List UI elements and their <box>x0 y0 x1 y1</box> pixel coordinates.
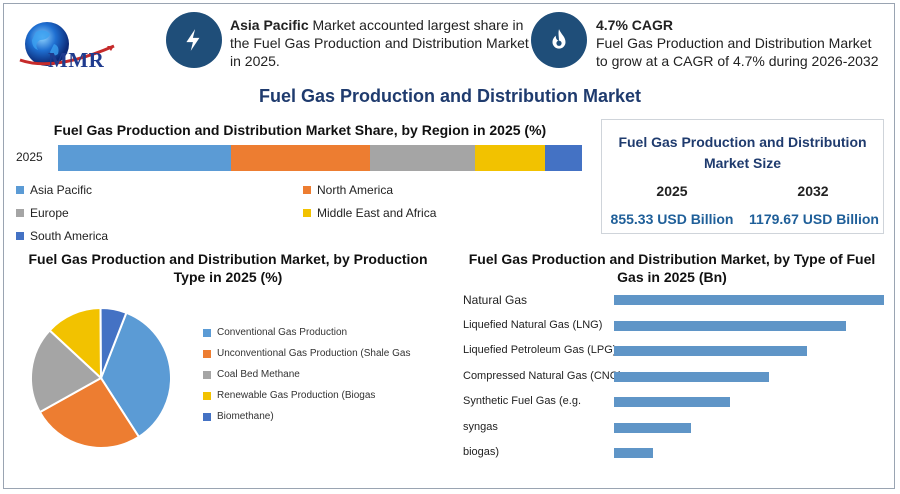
bar <box>614 346 807 356</box>
legend-label: Renewable Gas Production (Biogas <box>217 390 376 401</box>
region-year-label: 2025 <box>16 150 43 164</box>
region-segment <box>230 145 370 171</box>
legend-item: Conventional Gas Production <box>203 327 347 338</box>
legend-item: Europe <box>16 206 69 220</box>
production-type-chart-title: Fuel Gas Production and Distribution Mar… <box>28 251 428 285</box>
highlight-icon-circle <box>531 12 587 68</box>
region-segment <box>474 145 546 171</box>
legend-swatch <box>203 412 211 421</box>
legend-label: Unconventional Gas Production (Shale Gas <box>217 348 411 359</box>
pie-slice <box>30 328 103 414</box>
legend-item: Biomethane) <box>203 411 274 422</box>
legend-item: Middle East and Africa <box>303 206 436 220</box>
bar-label: Compressed Natural Gas (CNG) <box>463 369 622 382</box>
flame-icon <box>552 29 566 49</box>
bar <box>614 295 884 305</box>
market-size-year-1: 2025 <box>656 183 688 199</box>
legend-item: Coal Bed Methane <box>203 369 300 380</box>
market-size-title: Fuel Gas Production and Distribution Mar… <box>618 134 867 171</box>
region-segment <box>369 145 475 171</box>
production-type-pie <box>30 307 172 449</box>
bar <box>614 397 730 407</box>
bar-label: Natural Gas <box>463 293 528 307</box>
legend-swatch <box>16 186 24 194</box>
legend-label: Conventional Gas Production <box>217 327 348 338</box>
bar-label: Liquefied Natural Gas (LNG) <box>463 318 603 331</box>
bar-label: syngas <box>463 420 498 433</box>
legend-item: North America <box>303 183 393 197</box>
market-size-box: Fuel Gas Production and Distribution Mar… <box>601 119 884 234</box>
legend-label: North America <box>317 183 394 197</box>
highlight-body: Fuel Gas Production and Distribution Mar… <box>596 35 879 69</box>
region-chart-title: Fuel Gas Production and Distribution Mar… <box>53 122 547 138</box>
legend-label: Europe <box>30 206 69 220</box>
legend-item: Asia Pacific <box>16 183 92 197</box>
bar <box>614 422 691 433</box>
page-title: Fuel Gas Production and Distribution Mar… <box>258 86 642 106</box>
bolt-icon <box>186 29 200 51</box>
fuel-type-chart-title: Fuel Gas Production and Distribution Mar… <box>468 251 876 285</box>
bar-label: Liquefied Petroleum Gas (LPG) <box>463 344 617 356</box>
bar-label: biogas) <box>463 446 500 458</box>
market-size-year-2: 2032 <box>797 183 829 199</box>
legend-label: Asia Pacific <box>30 183 93 197</box>
highlight-bold: Asia Pacific <box>230 17 309 33</box>
legend-swatch <box>16 232 24 240</box>
market-size-value-1: 855.33 USD Billion <box>610 211 734 227</box>
legend-label: Biomethane) <box>217 411 274 422</box>
legend-swatch <box>203 349 211 358</box>
legend-swatch <box>303 209 311 217</box>
highlight-icon-circle <box>166 12 222 68</box>
legend-item: Unconventional Gas Production (Shale Gas <box>203 348 410 359</box>
legend-swatch <box>203 370 211 379</box>
globe-icon <box>19 22 115 66</box>
bar <box>614 448 653 458</box>
pie-slice <box>99 311 172 439</box>
legend-label: South America <box>30 229 109 243</box>
highlight-body: Market accounted largest share in the Fu… <box>230 17 529 69</box>
legend-item: Renewable Gas Production (Biogas <box>203 390 375 401</box>
legend-swatch <box>203 391 211 400</box>
legend-item: South America <box>16 229 108 243</box>
highlight-cagr: 4.7% CAGR Fuel Gas Production and Distri… <box>596 16 886 70</box>
pie-slice <box>48 307 103 381</box>
legend-label: Coal Bed Methane <box>217 369 300 380</box>
infographic-frame <box>3 3 895 489</box>
legend-swatch <box>16 209 24 217</box>
highlight-asia-pacific: Asia Pacific Market accounted largest sh… <box>230 16 530 70</box>
legend-label: Middle East and Africa <box>317 206 437 220</box>
bar <box>614 320 846 331</box>
highlight-bold: 4.7% CAGR <box>596 17 674 33</box>
legend-swatch <box>303 186 311 194</box>
logo-text: MMR <box>48 48 105 72</box>
bar-label: Synthetic Fuel Gas (e.g. <box>463 395 581 407</box>
region-segment <box>545 145 582 171</box>
market-size-value-2: 1179.67 USD Billion <box>749 211 879 227</box>
pie-slice <box>99 307 128 379</box>
region-segment <box>58 145 231 171</box>
region-stacked-bar <box>58 145 582 171</box>
legend-swatch <box>203 328 211 337</box>
bar <box>614 371 769 382</box>
pie-slice <box>38 376 141 449</box>
